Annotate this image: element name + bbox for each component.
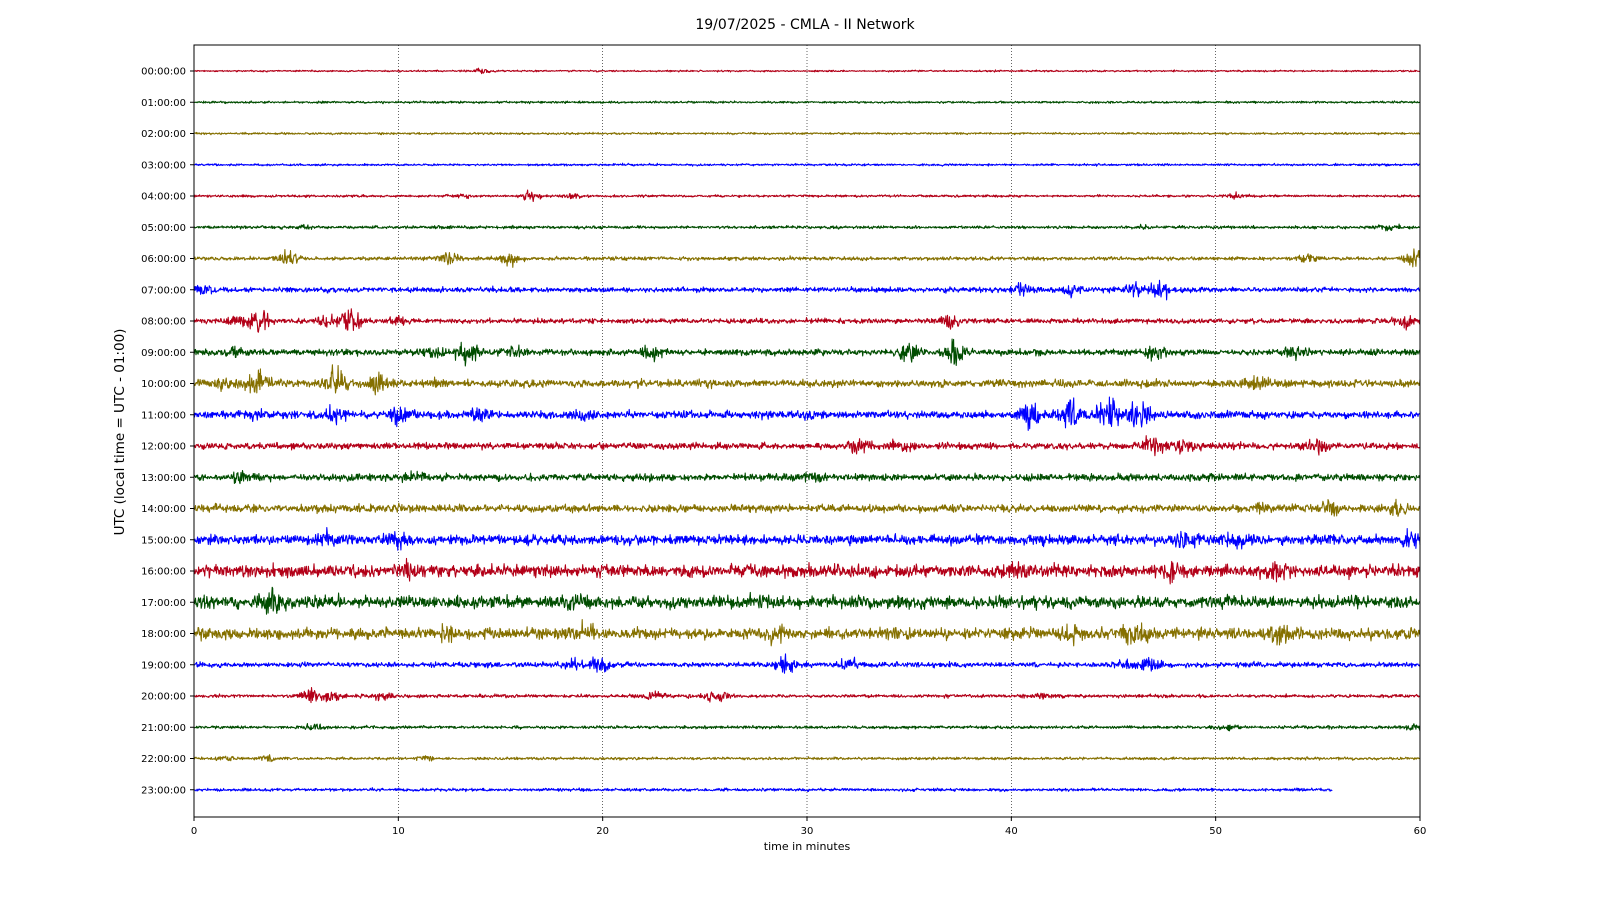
y-tick-label: 05:00:00	[141, 223, 186, 234]
y-tick-label: 02:00:00	[141, 129, 186, 140]
y-tick-label: 03:00:00	[141, 160, 186, 171]
y-tick-label: 14:00:00	[141, 504, 186, 515]
trace-03-00-00	[193, 162, 1421, 167]
x-tick-label: 30	[801, 826, 814, 837]
trace-23-00-00	[193, 787, 1333, 793]
y-tick-label: 06:00:00	[141, 254, 186, 265]
trace-20-00-00	[193, 686, 1421, 704]
x-tick-label: 10	[392, 826, 405, 837]
y-tick-label: 16:00:00	[141, 567, 186, 578]
y-tick-label: 18:00:00	[141, 629, 186, 640]
x-tick-label: 20	[596, 826, 609, 837]
x-tick-label: 60	[1414, 826, 1427, 837]
y-tick-label: 20:00:00	[141, 692, 186, 703]
y-axis-label: UTC (local time = UTC - 01:00)	[112, 329, 128, 536]
y-tick-label: 13:00:00	[141, 473, 186, 484]
y-tick-label: 10:00:00	[141, 379, 186, 390]
y-tick-label: 15:00:00	[141, 535, 186, 546]
trace-21-00-00	[193, 722, 1421, 732]
trace-08-00-00	[193, 308, 1421, 333]
x-axis-label: time in minutes	[764, 840, 851, 853]
seismogram-traces	[193, 67, 1421, 793]
trace-07-00-00	[193, 279, 1421, 301]
trace-18-00-00	[193, 619, 1421, 647]
trace-12-00-00	[193, 435, 1421, 457]
x-tick-label: 0	[191, 826, 197, 837]
trace-09-00-00	[193, 338, 1421, 367]
trace-06-00-00	[193, 248, 1421, 268]
y-tick-label: 22:00:00	[141, 754, 186, 765]
trace-01-00-00	[193, 100, 1421, 105]
y-tick-label: 19:00:00	[141, 660, 186, 671]
y-tick-label: 23:00:00	[141, 785, 186, 796]
y-tick-label: 07:00:00	[141, 285, 186, 296]
trace-11-00-00	[193, 396, 1421, 431]
trace-22-00-00	[193, 754, 1421, 763]
trace-02-00-00	[193, 131, 1421, 136]
y-axis-ticks: 00:00:00 01:00:00 02:00:00 03:00:00 04:00:00…	[141, 67, 194, 796]
y-tick-label: 00:00:00	[141, 67, 186, 78]
y-tick-label: 17:00:00	[141, 598, 186, 609]
x-tick-label: 50	[1209, 826, 1222, 837]
y-tick-label: 09:00:00	[141, 348, 186, 359]
trace-10-00-00	[193, 364, 1421, 396]
y-tick-label: 08:00:00	[141, 317, 186, 328]
y-tick-label: 11:00:00	[141, 410, 186, 421]
trace-04-00-00	[193, 189, 1421, 203]
trace-16-00-00	[193, 557, 1421, 585]
trace-15-00-00	[193, 527, 1421, 551]
y-tick-label: 01:00:00	[141, 98, 186, 109]
trace-00-00-00	[193, 67, 1421, 75]
trace-17-00-00	[193, 586, 1421, 615]
x-axis-ticks: 0 10 20 30 40 50 60	[191, 817, 1427, 837]
y-tick-label: 21:00:00	[141, 723, 186, 734]
chart-title: 19/07/2025 - CMLA - II Network	[695, 17, 915, 33]
trace-19-00-00	[193, 653, 1421, 674]
y-tick-label: 04:00:00	[141, 192, 186, 203]
y-tick-label: 12:00:00	[141, 442, 186, 453]
trace-05-00-00	[193, 223, 1421, 232]
trace-13-00-00	[193, 470, 1421, 485]
x-tick-label: 40	[1005, 826, 1018, 837]
trace-14-00-00	[193, 498, 1421, 517]
